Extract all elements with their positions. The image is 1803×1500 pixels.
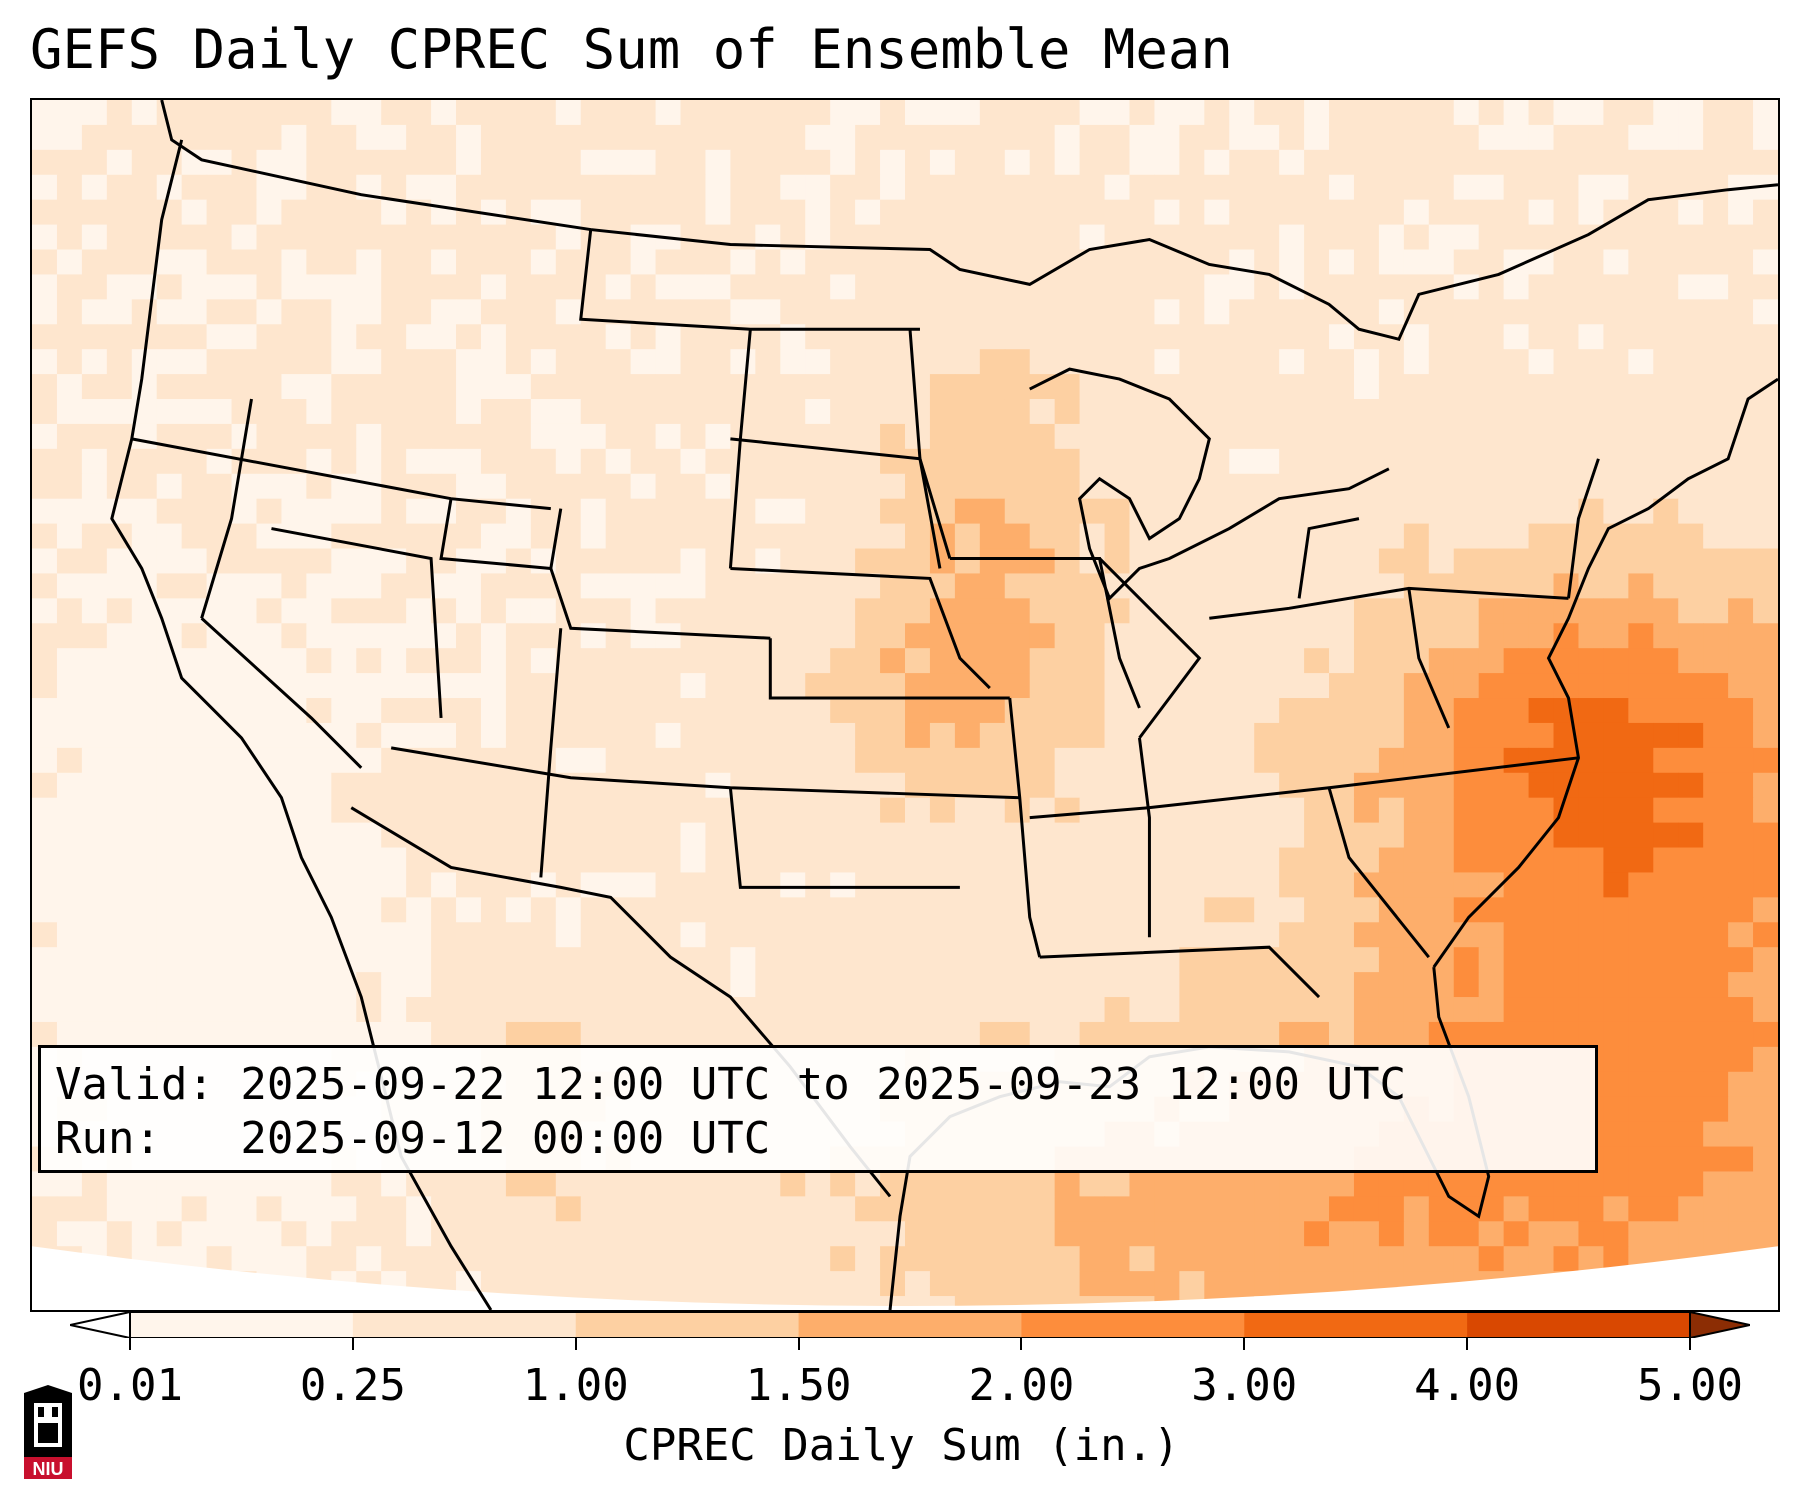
colorbar-tick-mark	[1243, 1338, 1246, 1350]
colorbar-segment	[130, 1312, 354, 1338]
colorbar-tick-mark	[574, 1338, 577, 1350]
colorbar-under-arrow	[70, 1312, 131, 1338]
projection-edge	[32, 1246, 1778, 1310]
colorbar-tick-label: 5.00	[1637, 1360, 1743, 1411]
colorbar-segment	[575, 1312, 800, 1338]
east-coast	[1432, 377, 1778, 968]
colorbar-tick-mark	[1689, 1338, 1691, 1350]
colorbar-segment	[1467, 1312, 1691, 1338]
colorbar-tick-mark	[351, 1338, 354, 1350]
colorbar-tick-mark	[129, 1338, 131, 1350]
colorbar	[70, 1312, 1750, 1338]
colorbar-tick-label: 4.00	[1414, 1360, 1521, 1411]
colorbar-tick-label: 3.00	[1191, 1360, 1298, 1411]
colorbar-tick-mark	[797, 1338, 800, 1350]
colorbar-tick-mark	[1020, 1338, 1023, 1350]
colorbar-tick-label: 1.00	[522, 1360, 629, 1411]
colorbar-tick-label: 2.00	[968, 1360, 1075, 1411]
valid-time: Valid: 2025-09-22 12:00 UTC to 2025-09-2…	[55, 1059, 1407, 1110]
colorbar-segment	[1244, 1312, 1468, 1338]
precip-map	[30, 98, 1780, 1312]
colorbar-tick-label: 1.50	[745, 1360, 852, 1411]
niu-logo: NIU	[24, 1385, 72, 1479]
colorbar-tick-mark	[1466, 1338, 1469, 1350]
map-canvas	[32, 100, 1778, 1310]
logo-text: NIU	[33, 1459, 64, 1479]
colorbar-segment	[798, 1312, 1022, 1338]
colorbar-segment	[1021, 1312, 1245, 1338]
colorbar-label: CPREC Daily Sum (in.)	[623, 1420, 1180, 1471]
run-time: Run: 2025-09-12 00:00 UTC	[55, 1113, 771, 1164]
colorbar-tick-label: 0.01	[77, 1360, 183, 1411]
colorbar-over-arrow	[1689, 1312, 1750, 1338]
great-lakes	[1029, 367, 1390, 602]
run-info-box: Valid: 2025-09-22 12:00 UTC to 2025-09-2…	[38, 1045, 1598, 1173]
colorbar-frame	[129, 1312, 1691, 1338]
colorbar-tick-label: 0.25	[299, 1360, 406, 1411]
colorbar-segment	[352, 1312, 577, 1338]
state-borders	[110, 100, 1778, 1310]
us-canada-border	[160, 100, 1778, 341]
chart-title: GEFS Daily CPREC Sum of Ensemble Mean	[30, 18, 1233, 81]
